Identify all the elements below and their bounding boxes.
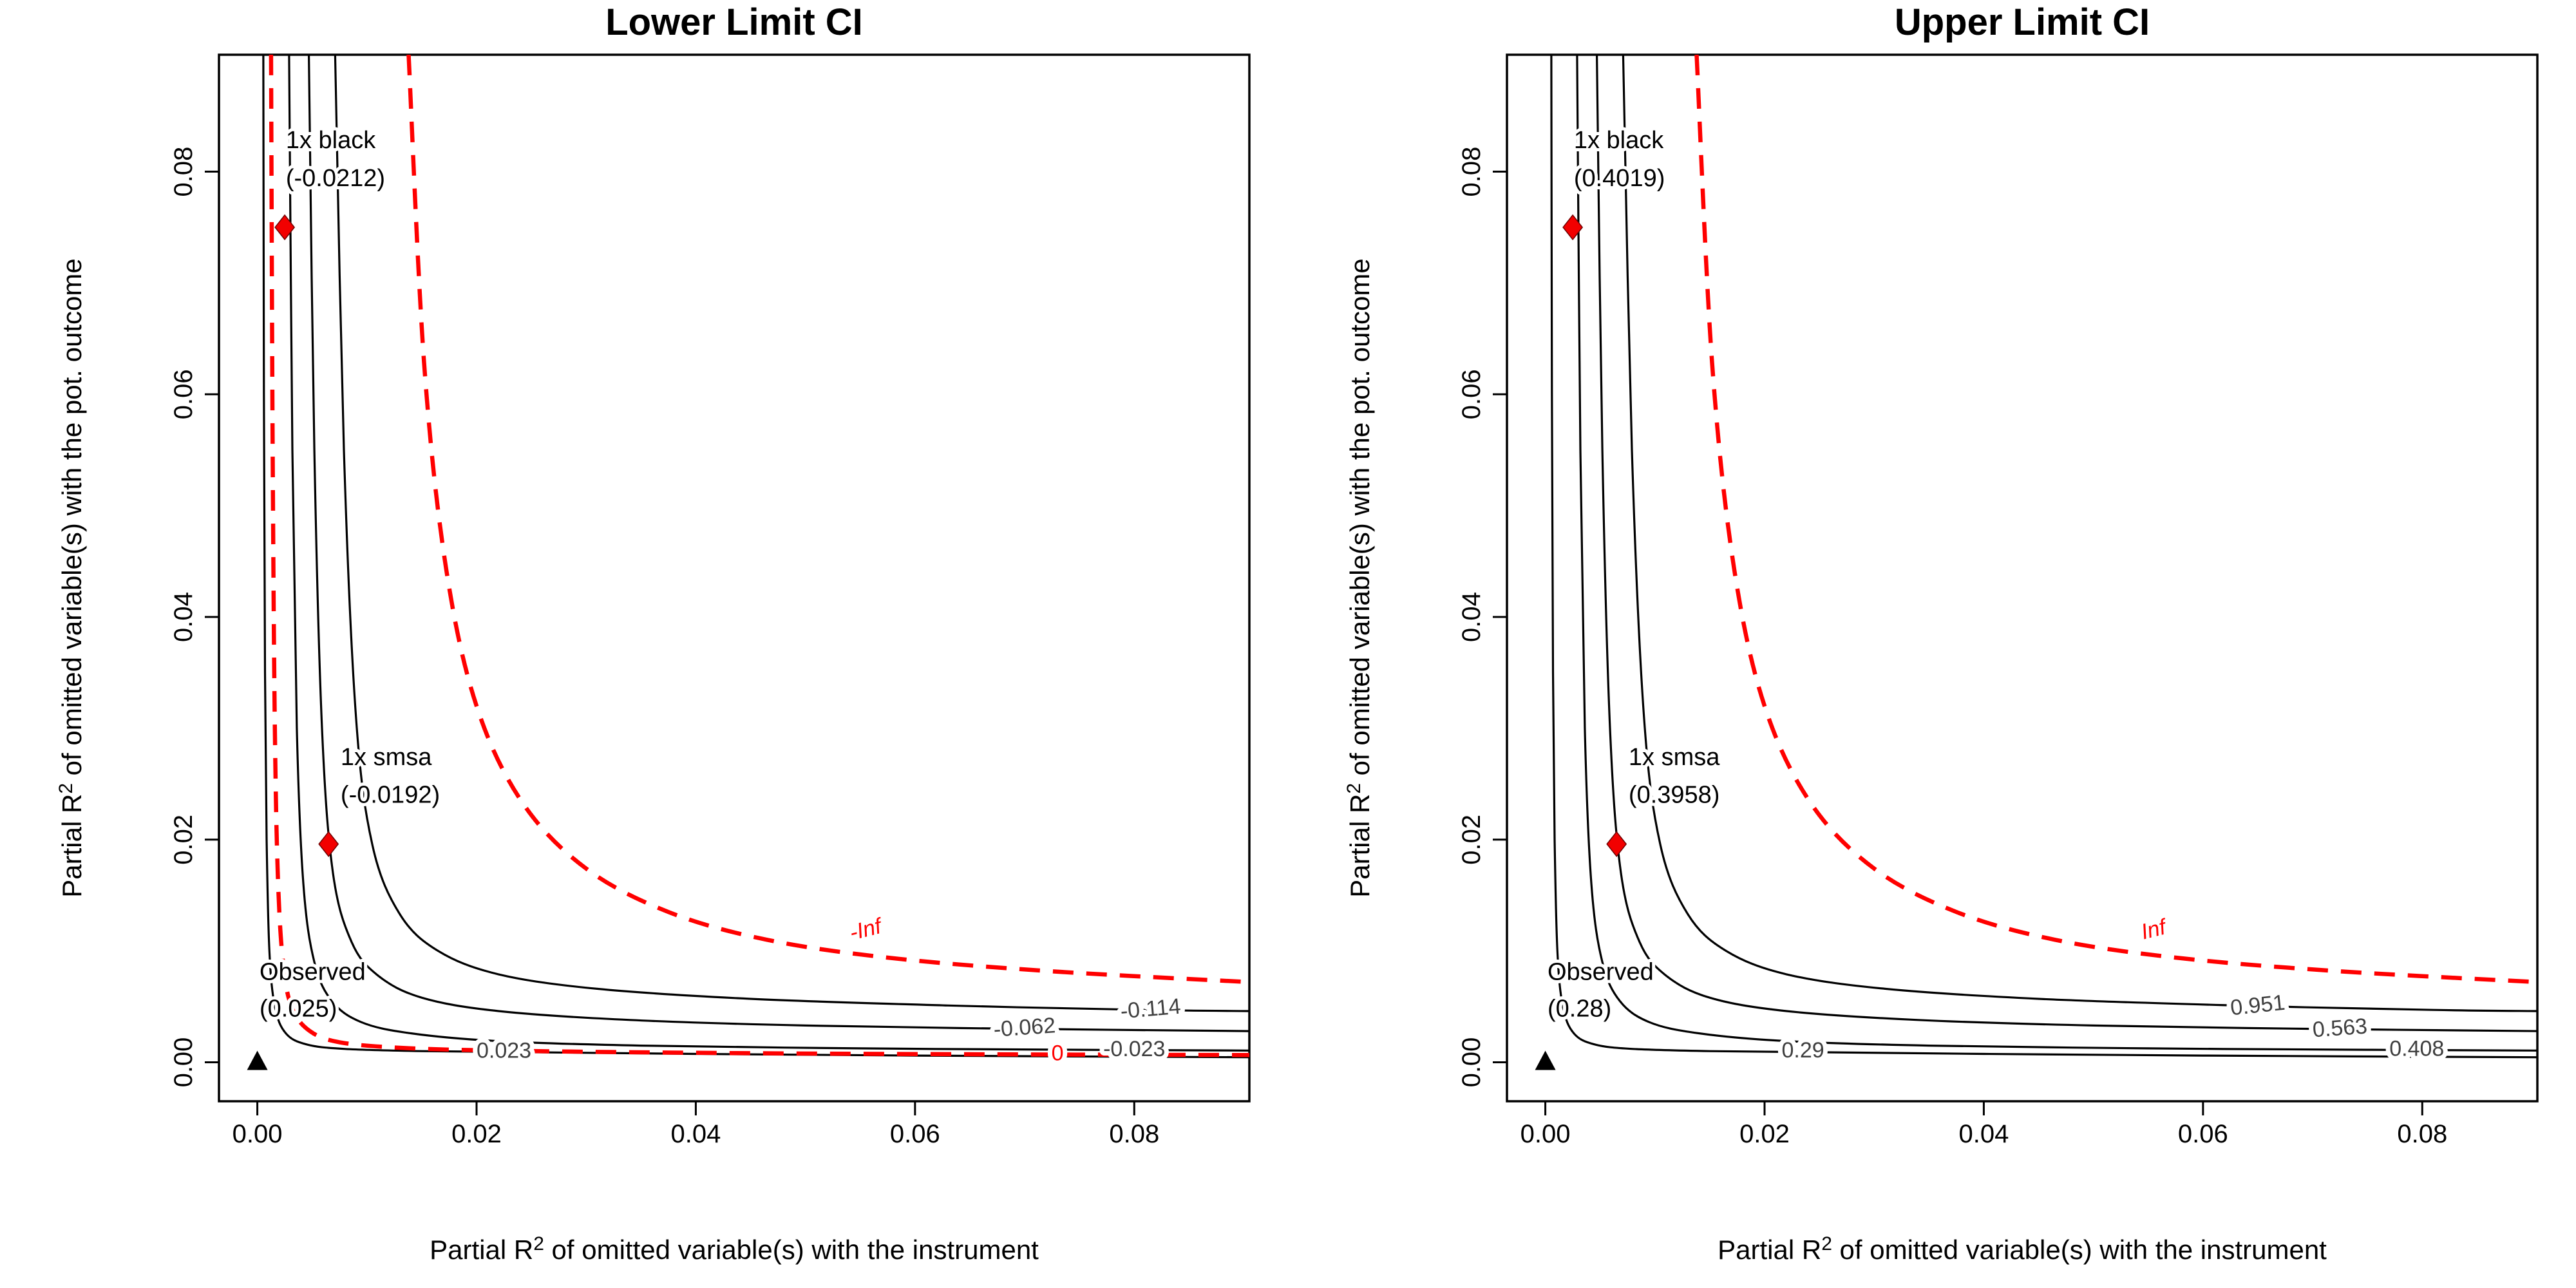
contour-line--0.062 xyxy=(308,55,1249,1032)
x-tick-label: 0.08 xyxy=(2397,1120,2447,1148)
contour-line-0.951 xyxy=(1622,55,2537,1012)
benchmark-diamond-marker xyxy=(318,831,339,857)
y-tick-label: 0.02 xyxy=(169,815,198,865)
contour-label--Inf: -Inf xyxy=(847,913,886,945)
contour-line-0.29 xyxy=(1550,55,2537,1059)
marker-label-line: (0.3958) xyxy=(1629,782,1720,809)
panel-title: Upper Limit CI xyxy=(1895,1,2150,43)
contour-line-0.023 xyxy=(262,55,1249,1059)
y-axis-title: Partial R2 of omitted variable(s) with t… xyxy=(55,258,87,897)
x-tick-label: 0.00 xyxy=(1520,1120,1571,1148)
x-tick-label: 0.04 xyxy=(670,1120,721,1148)
y-axis-title: Partial R2 of omitted variable(s) with t… xyxy=(1343,258,1375,897)
contour-label--0.023: -0.023 xyxy=(1103,1037,1165,1061)
y-tick-label: 0.06 xyxy=(169,369,198,419)
panel-lower-limit-ci: Lower Limit CI 0.00 0.02 0.04 0.06 0.08 0.00 0.… xyxy=(55,1,1251,1265)
contour-line-0.563 xyxy=(1596,55,2537,1032)
plot-box xyxy=(218,53,1251,1103)
marker-label-line: Observed xyxy=(1548,959,1654,986)
marker-label-line: (0.28) xyxy=(1548,996,1611,1023)
y-tick-label: 0.04 xyxy=(1457,592,1486,642)
x-tick-label: 0.00 xyxy=(232,1120,283,1148)
marker-label-line: 1x black xyxy=(1574,127,1664,154)
y-tick-label: 0.00 xyxy=(169,1037,198,1088)
x-tick-label: 0.08 xyxy=(1109,1120,1159,1148)
x-axis-title: Partial R2 of omitted variable(s) with t… xyxy=(430,1233,1039,1265)
panel-title: Lower Limit CI xyxy=(605,1,863,43)
x-tick-label: 0.04 xyxy=(1958,1120,2009,1148)
benchmark-diamond-marker xyxy=(1606,831,1627,857)
contour-line-0 xyxy=(269,55,1249,1057)
marker-label-line: 1x smsa xyxy=(341,744,432,771)
benchmark-diamond-marker xyxy=(1562,214,1584,241)
marker-label-line: 1x black xyxy=(286,127,376,154)
marker-label-line: (0.4019) xyxy=(1574,165,1665,192)
contour-label-0.951: 0.951 xyxy=(2229,990,2286,1021)
markers: Observed (0.28) 1x smsa (0.3958) 1x black (0.… xyxy=(1535,124,1723,1070)
contour-label-0.29: 0.29 xyxy=(1781,1038,1824,1063)
y-tick-label: 0.02 xyxy=(1457,815,1486,865)
x-axis: 0.00 0.02 0.04 0.06 0.08 xyxy=(232,1101,1159,1148)
contour-line-Inf xyxy=(1694,55,2537,985)
marker-label-line: 1x smsa xyxy=(1629,744,1720,771)
contour-lines xyxy=(262,55,1249,1059)
contour-label-0.563: 0.563 xyxy=(2312,1014,2369,1043)
contour-label--0.062: -0.062 xyxy=(993,1013,1057,1042)
observed-triangle-marker xyxy=(247,1050,268,1070)
contour-label-0.408: 0.408 xyxy=(2389,1036,2444,1061)
marker-label-line: Observed xyxy=(260,959,366,986)
plot-box xyxy=(1506,53,2539,1103)
y-axis: 0.00 0.02 0.04 0.06 0.08 xyxy=(1457,147,1507,1088)
marker-label-line: (0.025) xyxy=(260,996,337,1023)
x-tick-label: 0.06 xyxy=(2178,1120,2228,1148)
contour-line--0.114 xyxy=(334,55,1249,1012)
x-axis: 0.00 0.02 0.04 0.06 0.08 xyxy=(1520,1101,2447,1148)
contour-label-Inf: Inf xyxy=(2139,914,2170,945)
markers: Observed (0.025) 1x smsa (-0.0192) 1x black (… xyxy=(247,124,443,1070)
y-tick-label: 0.04 xyxy=(169,592,198,642)
x-tick-label: 0.02 xyxy=(451,1120,502,1148)
y-tick-label: 0.08 xyxy=(169,147,198,197)
upper-limit-ci-chart: Upper Limit CI0.00 0.02 0.04 0.06 0.080.000.… xyxy=(1343,1,2539,1265)
benchmark-diamond-marker xyxy=(274,214,296,241)
observed-triangle-marker xyxy=(1535,1050,1556,1070)
contour-line--Inf xyxy=(406,55,1249,985)
x-tick-label: 0.06 xyxy=(890,1120,940,1148)
contour-label-0: 0 xyxy=(1052,1041,1064,1066)
x-axis-title: Partial R2 of omitted variable(s) with t… xyxy=(1718,1233,2327,1265)
contour-label-0.023: 0.023 xyxy=(477,1039,531,1063)
panel-upper-limit-ci: Upper Limit CI 0.00 0.02 0.04 0.06 0.08 0.00 0.… xyxy=(1288,0,2576,1288)
contour-line-0.408 xyxy=(1576,55,2537,1052)
marker-label-line: (-0.0212) xyxy=(286,165,385,192)
lower-limit-ci-chart: Lower Limit CI0.00 0.02 0.04 0.06 0.080.000.… xyxy=(55,1,1251,1265)
y-tick-label: 0.00 xyxy=(1457,1037,1486,1088)
y-axis: 0.00 0.02 0.04 0.06 0.08 xyxy=(169,147,219,1088)
y-tick-label: 0.06 xyxy=(1457,369,1486,419)
contour-line--0.023 xyxy=(288,55,1249,1052)
x-tick-label: 0.02 xyxy=(1739,1120,1790,1148)
contour-lines xyxy=(1550,55,2537,1059)
contour-label--0.114: -0.114 xyxy=(1119,994,1182,1024)
y-tick-label: 0.08 xyxy=(1457,147,1486,197)
marker-label-line: (-0.0192) xyxy=(341,782,440,809)
